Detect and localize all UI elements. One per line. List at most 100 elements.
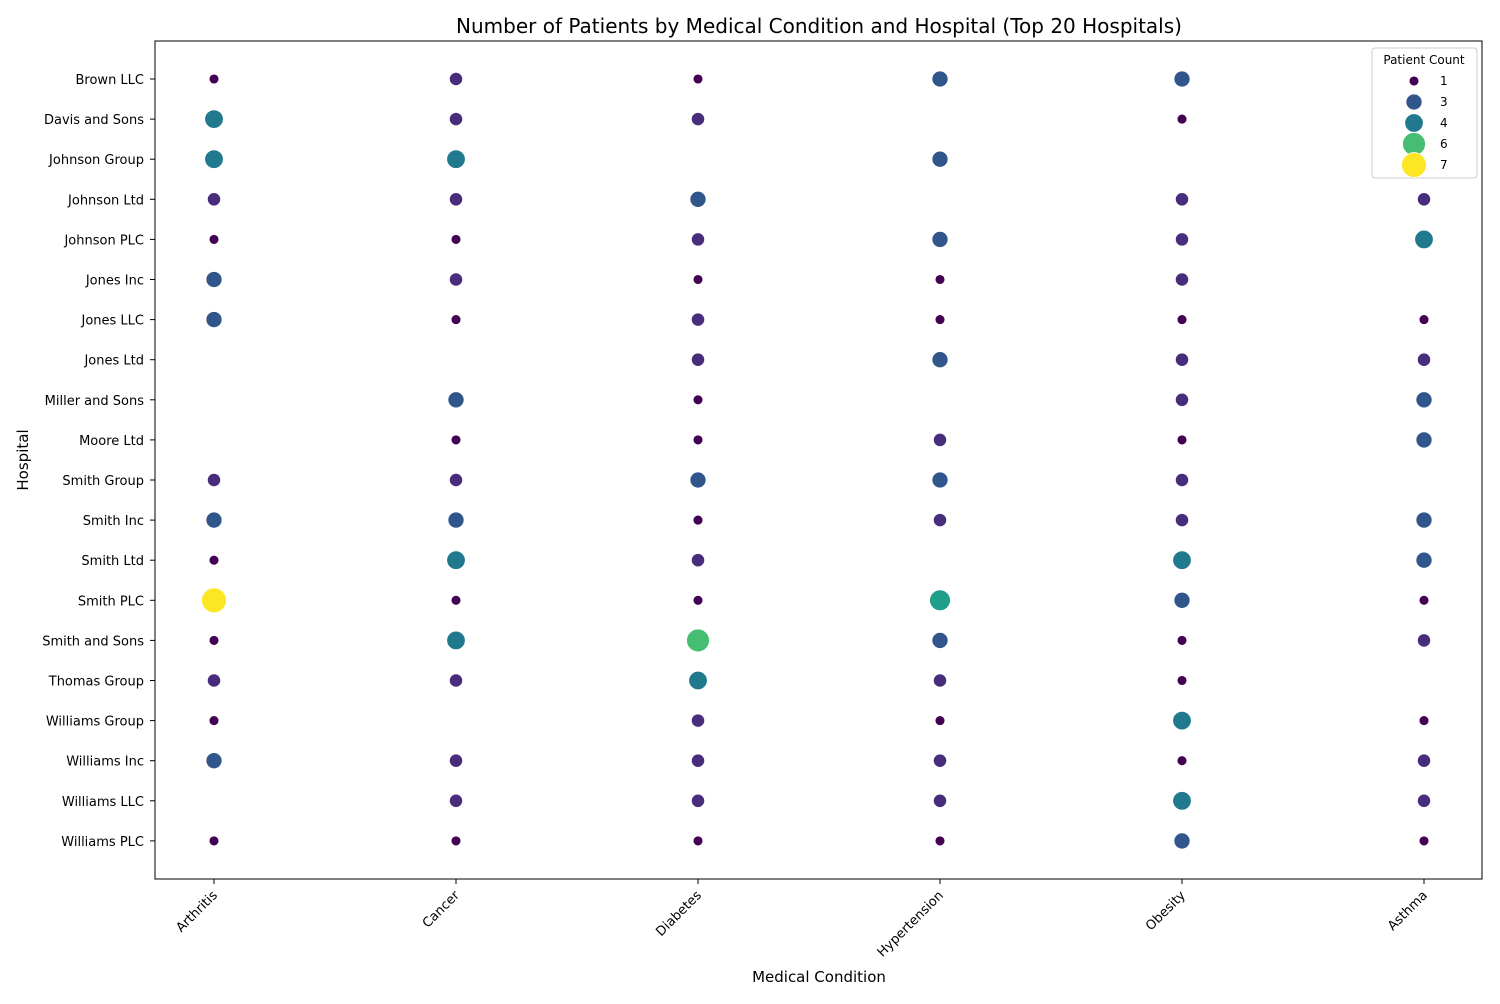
point-johnson-ltd-arthritis [206, 192, 222, 207]
legend-label: 3 [1440, 95, 1448, 109]
legend: Patient Count 1 3 4 6 7 [1371, 47, 1478, 179]
point-jones-inc-hypertension [934, 274, 946, 285]
legend-marker [1402, 132, 1426, 156]
y-tick-label: Thomas Group [48, 675, 144, 690]
point-moore-ltd-hypertension [932, 432, 948, 447]
point-miller-and-sons-cancer [447, 391, 465, 409]
point-williams-llc-asthma [1416, 793, 1432, 808]
point-johnson-plc-asthma [1414, 229, 1434, 250]
point-smith-and-sons-asthma [1416, 633, 1432, 648]
point-johnson-ltd-cancer [448, 192, 464, 207]
point-thomas-group-cancer [448, 673, 464, 688]
point-smith-ltd-asthma [1415, 551, 1433, 569]
point-johnson-ltd-obesity [1174, 192, 1190, 207]
y-tick-label: Moore Ltd [79, 434, 144, 449]
point-smith-plc-asthma [1418, 594, 1430, 606]
point-jones-ltd-hypertension [931, 351, 949, 369]
x-axis-label: Medical Condition [752, 968, 886, 986]
y-axis-label: Hospital [14, 429, 32, 490]
point-davis-and-sons-cancer [448, 112, 464, 127]
point-williams-plc-obesity [1173, 832, 1191, 850]
point-jones-llc-arthritis [205, 311, 223, 329]
point-williams-plc-hypertension [934, 835, 946, 847]
point-moore-ltd-obesity [1176, 434, 1188, 446]
point-williams-plc-asthma [1418, 835, 1430, 847]
point-brown-llc-obesity [1173, 70, 1191, 88]
point-smith-inc-obesity [1174, 513, 1190, 528]
point-johnson-group-cancer [446, 149, 466, 169]
point-jones-ltd-obesity [1174, 352, 1190, 367]
point-jones-llc-hypertension [934, 314, 946, 325]
y-tick-label: Williams Group [46, 715, 144, 730]
point-smith-ltd-cancer [446, 550, 466, 570]
point-jones-llc-obesity [1176, 314, 1188, 325]
point-thomas-group-arthritis [206, 673, 222, 688]
legend-box [1371, 47, 1478, 179]
point-smith-and-sons-hypertension [931, 631, 949, 649]
point-moore-ltd-diabetes [692, 434, 704, 446]
point-moore-ltd-asthma [1415, 431, 1433, 449]
point-williams-inc-asthma [1416, 753, 1432, 768]
y-tick-label: Jones Inc [85, 274, 144, 289]
y-tick-label: Williams Inc [66, 755, 144, 770]
points-layer [201, 70, 1434, 850]
point-williams-inc-hypertension [932, 753, 948, 768]
y-tick-label: Smith PLC [78, 594, 144, 609]
point-williams-llc-diabetes [690, 793, 706, 808]
y-axis: Brown LLC Davis and Sons Johnson Group John… [42, 73, 155, 850]
chart-title: Number of Patients by Medical Condition … [456, 14, 1182, 38]
y-tick-label: Smith Group [62, 474, 144, 489]
point-thomas-group-obesity [1176, 675, 1188, 686]
point-smith-inc-cancer [447, 511, 465, 529]
point-williams-group-hypertension [934, 715, 946, 726]
point-smith-inc-diabetes [692, 514, 704, 526]
point-williams-group-obesity [1172, 710, 1192, 731]
point-williams-group-asthma [1418, 715, 1430, 726]
point-johnson-plc-diabetes [690, 232, 706, 247]
point-williams-llc-cancer [448, 793, 464, 808]
y-tick-label: Williams PLC [61, 835, 144, 850]
point-williams-llc-hypertension [932, 793, 948, 808]
y-tick-label: Johnson Ltd [67, 193, 144, 208]
point-thomas-group-diabetes [688, 670, 708, 691]
point-davis-and-sons-obesity [1176, 113, 1188, 125]
legend-label: 6 [1440, 137, 1448, 151]
point-thomas-group-hypertension [932, 673, 948, 688]
legend-label: 7 [1440, 158, 1448, 172]
point-williams-plc-arthritis [208, 835, 220, 847]
point-jones-ltd-asthma [1416, 352, 1432, 367]
point-jones-llc-cancer [450, 314, 462, 325]
point-smith-plc-hypertension [929, 589, 951, 612]
legend-marker [1408, 75, 1420, 87]
y-tick-label: Smith and Sons [42, 634, 144, 649]
legend-marker [1401, 152, 1427, 178]
point-williams-plc-cancer [450, 835, 462, 847]
point-smith-and-sons-arthritis [208, 635, 220, 646]
point-jones-inc-arthritis [205, 271, 223, 288]
legend-marker [1404, 113, 1424, 133]
point-smith-ltd-arthritis [208, 554, 220, 566]
y-tick-label: Brown LLC [76, 73, 145, 88]
point-johnson-plc-cancer [450, 234, 462, 245]
legend-marker [1405, 93, 1423, 111]
point-jones-inc-cancer [448, 272, 464, 287]
point-johnson-ltd-asthma [1416, 192, 1432, 207]
point-jones-llc-asthma [1418, 314, 1430, 325]
y-tick-label: Johnson PLC [63, 233, 144, 248]
point-johnson-plc-hypertension [931, 230, 949, 248]
point-smith-and-sons-obesity [1176, 635, 1188, 646]
point-miller-and-sons-diabetes [692, 394, 704, 406]
legend-label: 1 [1440, 74, 1448, 88]
point-johnson-ltd-diabetes [689, 190, 707, 208]
point-johnson-group-hypertension [931, 150, 949, 168]
point-brown-llc-diabetes [692, 73, 704, 85]
point-smith-ltd-obesity [1172, 550, 1192, 570]
point-smith-group-hypertension [931, 471, 949, 489]
y-tick-label: Johnson Group [48, 153, 144, 168]
y-tick-label: Davis and Sons [44, 113, 144, 128]
point-williams-group-arthritis [208, 715, 220, 726]
point-smith-group-arthritis [206, 472, 222, 488]
point-jones-inc-obesity [1174, 272, 1190, 287]
point-jones-inc-diabetes [692, 274, 704, 285]
